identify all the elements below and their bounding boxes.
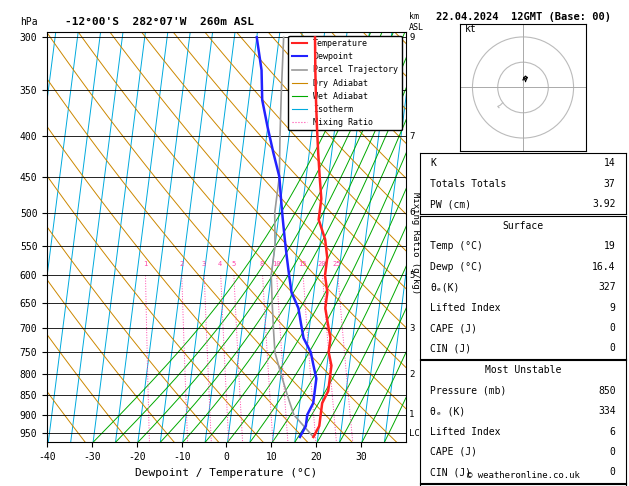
- Text: 6: 6: [409, 208, 415, 217]
- Text: © weatheronline.co.uk: © weatheronline.co.uk: [467, 471, 579, 480]
- Text: 0: 0: [610, 323, 616, 333]
- Text: 3.92: 3.92: [592, 199, 616, 209]
- Text: 334: 334: [598, 406, 616, 416]
- Text: CAPE (J): CAPE (J): [430, 447, 477, 457]
- Text: 6: 6: [610, 427, 616, 436]
- Text: 16.4: 16.4: [592, 262, 616, 272]
- Text: 0: 0: [610, 468, 616, 477]
- Text: LCL: LCL: [409, 429, 425, 438]
- Text: 3: 3: [202, 261, 206, 267]
- Text: Lifted Index: Lifted Index: [430, 303, 501, 312]
- Text: 9: 9: [610, 303, 616, 312]
- Text: 10: 10: [272, 261, 281, 267]
- Text: -12°00'S  282°07'W  260m ASL: -12°00'S 282°07'W 260m ASL: [65, 17, 254, 27]
- Text: hPa: hPa: [20, 17, 38, 27]
- Text: kt: kt: [465, 24, 477, 34]
- Text: 0: 0: [610, 344, 616, 353]
- Text: 5: 5: [409, 271, 415, 280]
- Text: Dewp (°C): Dewp (°C): [430, 262, 483, 272]
- Text: K: K: [430, 158, 437, 168]
- Text: CIN (J): CIN (J): [430, 344, 472, 353]
- Text: 8: 8: [260, 261, 264, 267]
- Text: Pressure (mb): Pressure (mb): [430, 386, 507, 396]
- Text: 327: 327: [598, 282, 616, 292]
- Text: 5: 5: [231, 261, 235, 267]
- Text: 25: 25: [333, 261, 341, 267]
- Text: Most Unstable: Most Unstable: [485, 365, 561, 375]
- Text: Totals Totals: Totals Totals: [430, 179, 507, 189]
- X-axis label: Dewpoint / Temperature (°C): Dewpoint / Temperature (°C): [135, 468, 318, 478]
- Text: km
ASL: km ASL: [409, 12, 425, 32]
- Text: Lifted Index: Lifted Index: [430, 427, 501, 436]
- Text: 14: 14: [604, 158, 616, 168]
- Text: θₑ (K): θₑ (K): [430, 406, 465, 416]
- Text: 2: 2: [179, 261, 184, 267]
- Text: 1: 1: [143, 261, 147, 267]
- Text: 850: 850: [598, 386, 616, 396]
- Text: 19: 19: [604, 242, 616, 251]
- Text: Mixing Ratio (g/kg): Mixing Ratio (g/kg): [411, 192, 420, 294]
- Text: Surface: Surface: [503, 221, 543, 231]
- Text: CIN (J): CIN (J): [430, 468, 472, 477]
- Text: 0: 0: [610, 447, 616, 457]
- Text: 20: 20: [318, 261, 326, 267]
- Text: θₑ(K): θₑ(K): [430, 282, 460, 292]
- Text: 3: 3: [409, 324, 415, 333]
- Text: Temp (°C): Temp (°C): [430, 242, 483, 251]
- Text: 1: 1: [409, 410, 415, 419]
- Text: 9: 9: [409, 33, 415, 42]
- Text: 7: 7: [409, 132, 415, 140]
- Text: 15: 15: [298, 261, 306, 267]
- Text: 4: 4: [218, 261, 223, 267]
- Text: 2: 2: [409, 370, 415, 379]
- Legend: Temperature, Dewpoint, Parcel Trajectory, Dry Adiabat, Wet Adiabat, Isotherm, Mi: Temperature, Dewpoint, Parcel Trajectory…: [288, 36, 401, 130]
- Text: CAPE (J): CAPE (J): [430, 323, 477, 333]
- Text: 22.04.2024  12GMT (Base: 00): 22.04.2024 12GMT (Base: 00): [435, 12, 611, 22]
- Text: PW (cm): PW (cm): [430, 199, 472, 209]
- Text: 37: 37: [604, 179, 616, 189]
